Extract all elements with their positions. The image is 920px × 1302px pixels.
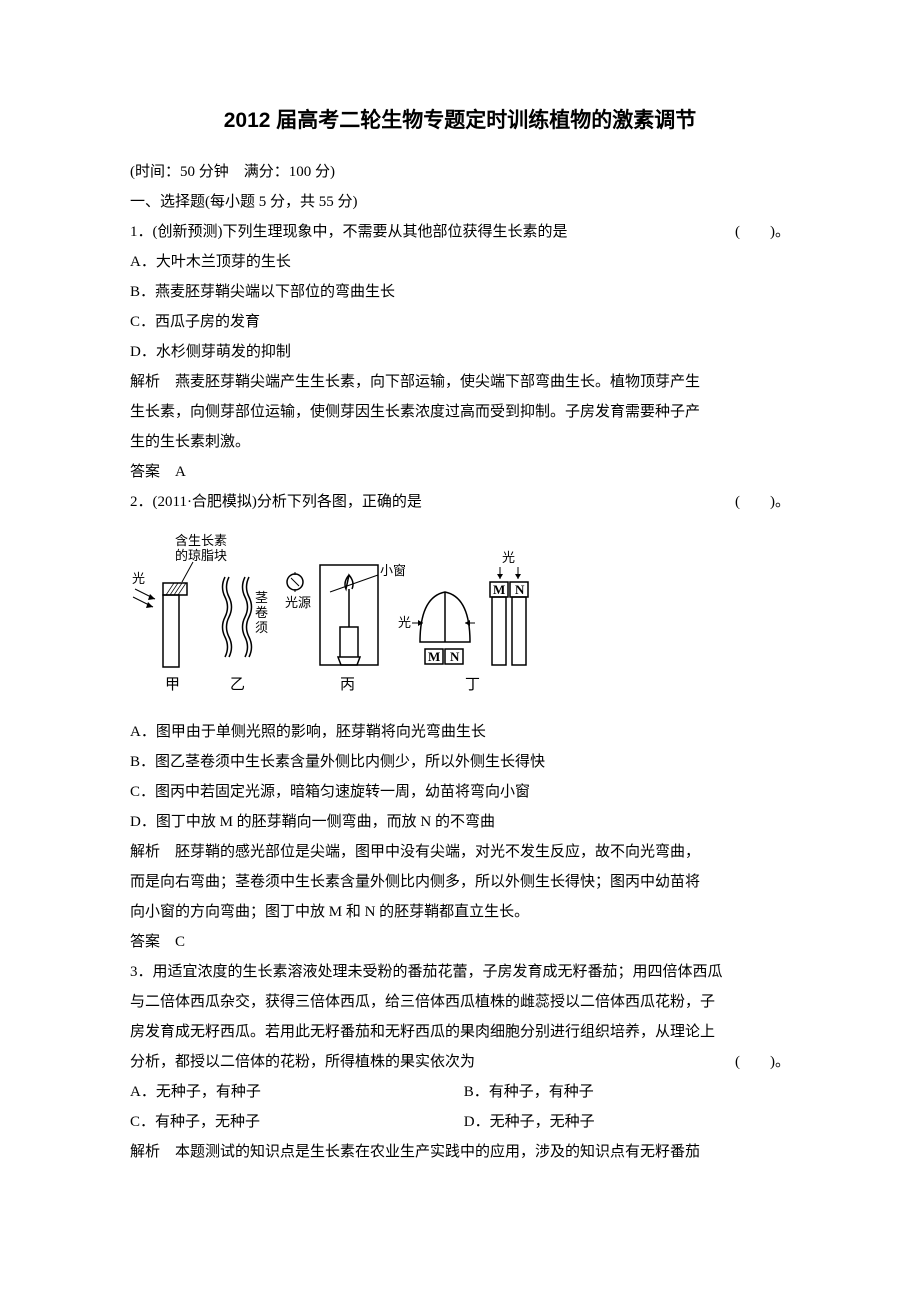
light-left: 光 [398,615,411,630]
q1-analysis-3: 生的生长素刺激。 [130,427,790,457]
q3-paren: ( )。 [735,1047,790,1077]
question-2-stem: 2．(2011·合肥模拟)分析下列各图，正确的是 ( )。 [130,487,790,517]
q3-options-cd: C．有种子，无种子 D．无种子，无种子 [130,1107,790,1137]
window-label: 小窗 [380,563,406,578]
q2-analysis-3: 向小窗的方向弯曲；图丁中放 M 和 N 的胚芽鞘都直立生长。 [130,897,790,927]
q3-stem-1: 3．用适宜浓度的生长素溶液处理未受粉的番茄花蕾，子房发育成无籽番茄；用四倍体西瓜 [130,957,790,987]
q3-option-a: A．无种子，有种子 [130,1077,460,1107]
section-heading: 一、选择题(每小题 5 分，共 55 分) [130,187,790,217]
M-label-2: M [493,582,505,597]
light-label-jia: 光 [132,571,145,586]
q2-option-a: A．图甲由于单侧光照的影响，胚芽鞘将向光弯曲生长 [130,717,790,747]
q1-paren: ( )。 [735,217,790,247]
q1-option-c: C．西瓜子房的发育 [130,307,790,337]
diagram-svg: 含生长素 的琼脂块 光 甲 茎 卷 须 乙 光源 [130,527,570,707]
q2-paren: ( )。 [735,487,790,517]
light-source-label: 光源 [285,595,311,610]
q3-option-c: C．有种子，无种子 [130,1107,460,1137]
q3-stem-4-text: 分析，都授以二倍体的花粉，所得植株的果实依次为 [130,1047,475,1077]
label-yi: 乙 [230,676,245,693]
label-jia: 甲 [165,676,180,693]
q2-diagram: 含生长素 的琼脂块 光 甲 茎 卷 须 乙 光源 [130,527,790,707]
q1-analysis-1: 解析 燕麦胚芽鞘尖端产生生长素，向下部运输，使尖端下部弯曲生长。植物顶芽产生 [130,367,790,397]
time-info: (时间：50 分钟 满分：100 分) [130,157,790,187]
q1-analysis-2: 生长素，向侧芽部位运输，使侧芽因生长素浓度过高而受到抑制。子房发育需要种子产 [130,397,790,427]
tendril-label-2: 卷 [255,605,268,620]
label-ding: 丁 [465,676,480,693]
page-title: 2012 届高考二轮生物专题定时训练植物的激素调节 [130,100,790,142]
q3-stem-4: 分析，都授以二倍体的花粉，所得植株的果实依次为 ( )。 [130,1047,790,1077]
q2-option-b: B．图乙茎卷须中生长素含量外侧比内侧少，所以外侧生长得快 [130,747,790,777]
q3-option-b: B．有种子，有种子 [464,1084,594,1100]
q3-analysis-1: 解析 本题测试的知识点是生长素在农业生产实践中的应用，涉及的知识点有无籽番茄 [130,1137,790,1167]
q2-option-d: D．图丁中放 M 的胚芽鞘向一侧弯曲，而放 N 的不弯曲 [130,807,790,837]
q2-stem-text: 2．(2011·合肥模拟)分析下列各图，正确的是 [130,487,422,517]
q1-option-b: B．燕麦胚芽鞘尖端以下部位的弯曲生长 [130,277,790,307]
q3-options-ab: A．无种子，有种子 B．有种子，有种子 [130,1077,790,1107]
q2-option-c: C．图丙中若固定光源，暗箱匀速旋转一周，幼苗将弯向小窗 [130,777,790,807]
agar-label-2: 的琼脂块 [175,548,227,563]
q2-analysis-2: 而是向右弯曲；茎卷须中生长素含量外侧比内侧多，所以外侧生长得快；图丙中幼苗将 [130,867,790,897]
question-1-stem: 1．(创新预测)下列生理现象中，不需要从其他部位获得生长素的是 ( )。 [130,217,790,247]
q2-answer: 答案 C [130,927,790,957]
N-label-1: N [450,649,460,664]
tendril-group [223,577,252,657]
q3-option-d: D．无种子，无种子 [464,1114,595,1130]
q1-stem-text: 1．(创新预测)下列生理现象中，不需要从其他部位获得生长素的是 [130,217,568,247]
q3-stem-2: 与二倍体西瓜杂交，获得三倍体西瓜，给三倍体西瓜植株的雌蕊授以二倍体西瓜花粉，子 [130,987,790,1017]
q2-analysis-1: 解析 胚芽鞘的感光部位是尖端，图甲中没有尖端，对光不发生反应，故不向光弯曲， [130,837,790,867]
q1-option-d: D．水杉侧芽萌发的抑制 [130,337,790,367]
q1-option-a: A．大叶木兰顶芽的生长 [130,247,790,277]
agar-label-1: 含生长素 [175,533,227,548]
M-label-1: M [428,649,440,664]
tendril-label-1: 茎 [255,590,268,605]
N-label-2: N [515,582,525,597]
tendril-label-3: 须 [255,620,268,635]
q1-answer: 答案 A [130,457,790,487]
light-top: 光 [502,550,515,565]
q3-stem-3: 房发育成无籽西瓜。若用此无籽番茄和无籽西瓜的果肉细胞分别进行组织培养，从理论上 [130,1017,790,1047]
label-bing: 丙 [340,676,355,693]
